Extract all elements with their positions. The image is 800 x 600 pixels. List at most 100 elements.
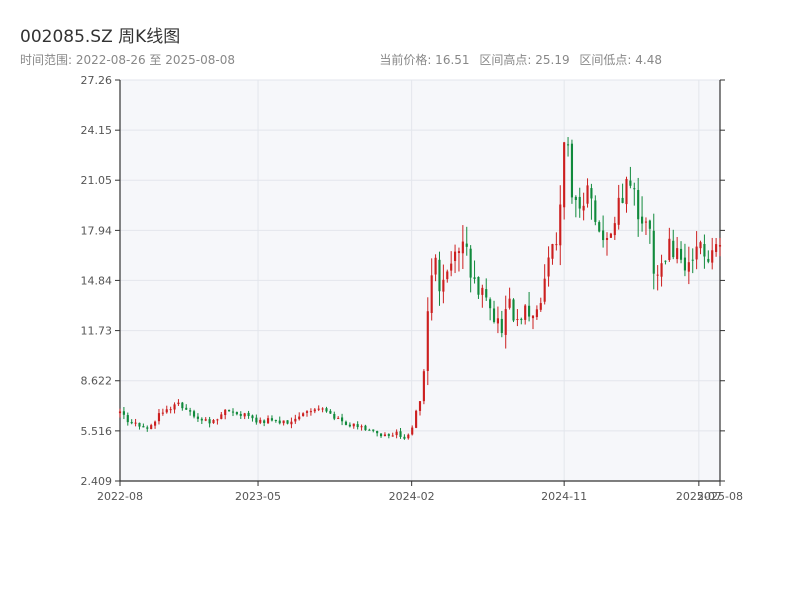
candle-body: [239, 414, 242, 416]
candle-body: [582, 205, 585, 211]
candle-body: [200, 418, 203, 421]
candle-body: [395, 431, 398, 436]
candle-body: [360, 426, 363, 428]
candle-body: [305, 411, 309, 413]
candle-body: [157, 413, 161, 422]
candle-body: [641, 216, 644, 224]
candle-body: [383, 434, 387, 437]
candle-body: [379, 433, 383, 437]
y-tick-label: 24.15: [81, 124, 113, 137]
candle-body: [676, 248, 679, 260]
candle-body: [418, 401, 422, 411]
candle-body: [177, 402, 180, 405]
candle-body: [251, 415, 254, 419]
y-tick-label: 2.409: [81, 475, 113, 488]
candle-body: [442, 279, 445, 292]
x-tick-label: 2024-02: [389, 490, 435, 503]
candle-body: [715, 244, 718, 252]
candle-body: [679, 248, 683, 260]
candle-body: [348, 424, 351, 427]
x-tick-label: 2025-08: [697, 490, 743, 503]
candle-body: [570, 143, 574, 198]
range-high: 区间高点: 25.19: [479, 53, 570, 67]
candle-body: [407, 434, 410, 439]
candle-body: [235, 412, 238, 415]
candle-body: [481, 287, 484, 295]
candle-body: [333, 413, 336, 419]
candle-body: [403, 436, 406, 439]
y-tick-label: 5.516: [81, 425, 113, 438]
candle-body: [216, 419, 219, 421]
candle-body: [165, 409, 168, 413]
candle-body: [465, 243, 468, 247]
candle-body: [660, 263, 663, 277]
candle-body: [438, 259, 441, 292]
x-tick-label: 2025-07: [676, 490, 722, 503]
chart-title: 002085.SZ 周K线图: [20, 27, 181, 47]
candle-body: [352, 423, 355, 427]
y-tick-label: 21.05: [81, 174, 113, 187]
candle-body: [344, 421, 348, 425]
candle-body: [150, 425, 153, 430]
candle-body: [504, 309, 507, 335]
candle-body: [508, 298, 511, 308]
candle-body: [668, 238, 671, 260]
candle-body: [317, 408, 320, 410]
candle-body: [555, 244, 558, 246]
y-tick-label: 14.84: [81, 274, 113, 287]
candle-body: [691, 259, 694, 261]
candle-body: [422, 371, 425, 402]
candle-body: [578, 196, 581, 209]
candle-body: [173, 404, 176, 410]
candle-body: [450, 263, 453, 271]
candle-body: [368, 429, 371, 431]
candle-body: [411, 427, 414, 435]
candle-body: [434, 257, 437, 275]
candle-body: [496, 318, 499, 324]
candle-body: [270, 418, 274, 421]
candle-body: [598, 222, 601, 232]
candle-body: [500, 318, 503, 334]
candle-body: [329, 410, 332, 414]
candle-body: [274, 420, 277, 422]
candle-body: [259, 419, 262, 423]
candle-body: [302, 413, 305, 416]
candle-body: [637, 190, 640, 220]
candle-body: [563, 142, 566, 208]
candle-body: [453, 251, 457, 262]
y-tick-label: 11.73: [81, 325, 113, 338]
candle-body: [122, 411, 125, 415]
candle-body: [430, 275, 433, 313]
candle-body: [617, 197, 620, 225]
price-stats: 当前价格: 16.51 区间高点: 25.19 区间低点: 4.48: [373, 51, 662, 68]
candle-body: [473, 277, 476, 279]
candle-body: [204, 419, 207, 421]
candle-body: [695, 246, 698, 260]
candle-body: [461, 241, 464, 254]
candle-body: [138, 422, 141, 427]
y-tick-label: 17.94: [81, 224, 113, 237]
candle-body: [520, 318, 523, 320]
candle-body: [364, 425, 367, 431]
candle-body: [656, 274, 659, 276]
candle-body: [664, 260, 667, 262]
candle-body: [255, 417, 258, 423]
candle-body: [212, 419, 215, 424]
candle-body: [605, 238, 609, 240]
range-low: 区间低点: 4.48: [579, 53, 662, 67]
current-price: 当前价格: 16.51: [379, 53, 470, 67]
candle-body: [337, 417, 340, 419]
candle-body: [196, 416, 199, 419]
candle-body: [134, 422, 137, 424]
candle-body: [372, 429, 375, 431]
candle-body: [126, 415, 129, 423]
candle-body: [192, 411, 196, 417]
x-tick-label: 2023-05: [235, 490, 281, 503]
candle-body: [531, 315, 535, 319]
candle-body: [524, 305, 527, 320]
candle-body: [185, 407, 188, 410]
candle-body: [539, 303, 542, 310]
candle-body: [718, 245, 722, 247]
y-tick-label: 8.622: [81, 375, 113, 388]
